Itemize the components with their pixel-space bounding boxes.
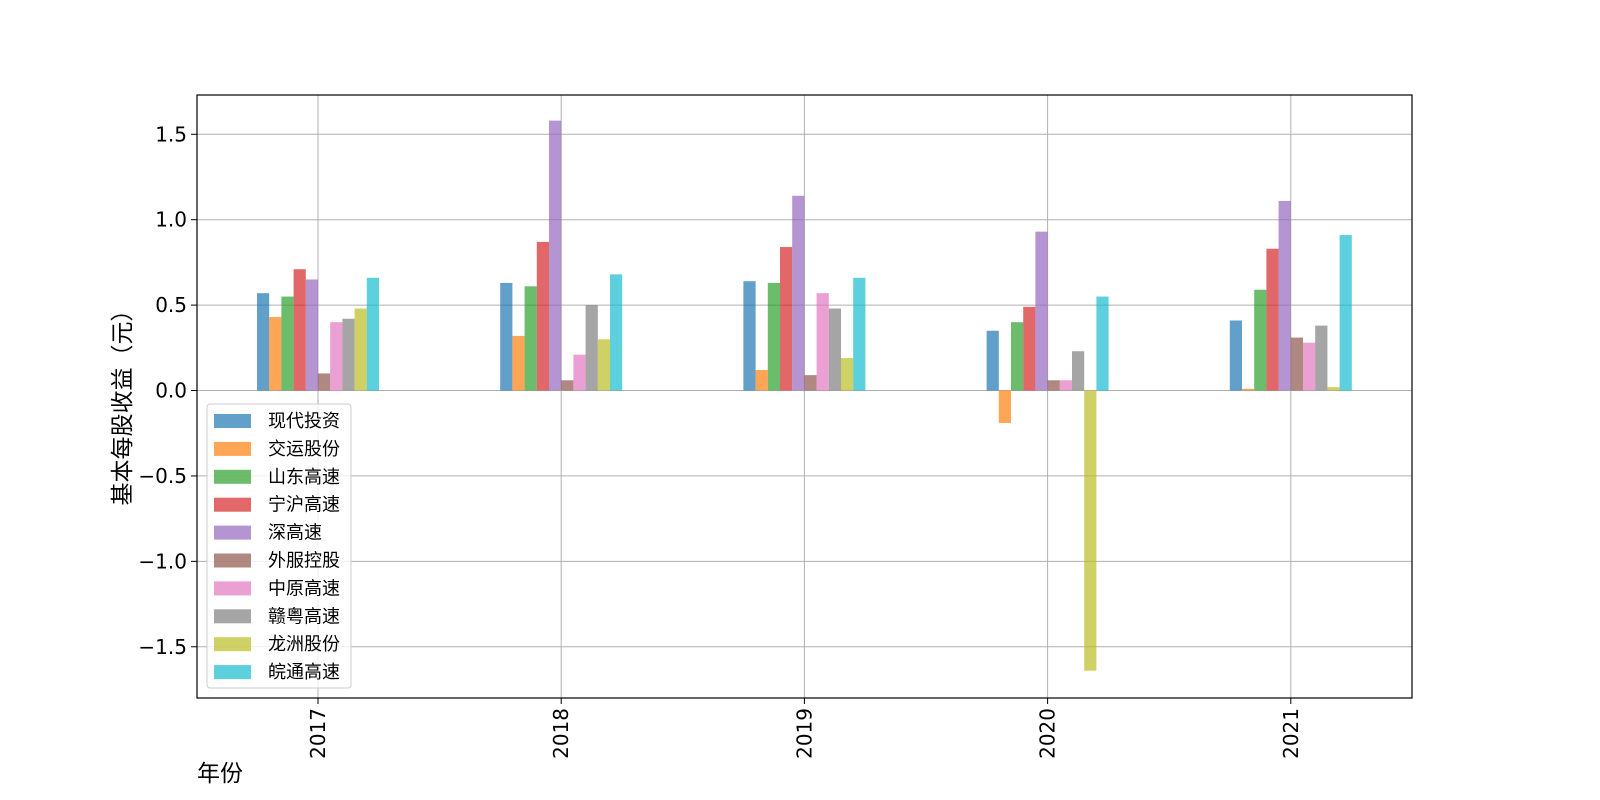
legend-label: 宁沪高速 bbox=[268, 495, 340, 516]
bar bbox=[549, 120, 562, 391]
bar bbox=[1072, 351, 1085, 391]
bar bbox=[330, 322, 343, 391]
legend-swatch bbox=[214, 469, 251, 484]
legend-label: 深高速 bbox=[268, 523, 322, 544]
bar bbox=[597, 339, 610, 391]
bar bbox=[318, 373, 331, 391]
legend-label: 外服控股 bbox=[268, 551, 340, 572]
bar bbox=[536, 241, 549, 391]
bar bbox=[305, 279, 318, 391]
bar bbox=[1290, 337, 1303, 391]
legend-swatch bbox=[214, 441, 251, 456]
bar bbox=[342, 318, 355, 391]
bar bbox=[281, 296, 294, 391]
bar bbox=[998, 390, 1011, 423]
legend-swatch bbox=[214, 497, 251, 512]
bar bbox=[853, 277, 866, 391]
bar bbox=[1096, 296, 1109, 391]
bar bbox=[1303, 342, 1316, 391]
y-tick-label: −1.5 bbox=[138, 635, 187, 659]
y-tick-label: −1.0 bbox=[138, 549, 187, 573]
bar bbox=[257, 293, 270, 391]
legend-label: 皖通高速 bbox=[268, 662, 340, 683]
legend-label: 中原高速 bbox=[268, 578, 340, 599]
bars bbox=[257, 120, 1352, 671]
legend-label: 龙洲股份 bbox=[268, 634, 340, 655]
bar bbox=[1327, 387, 1340, 391]
bar bbox=[780, 247, 793, 391]
bar bbox=[804, 375, 817, 391]
bar bbox=[755, 370, 768, 391]
legend-swatch bbox=[214, 553, 251, 568]
bar bbox=[1339, 235, 1352, 391]
bar bbox=[1278, 200, 1291, 391]
x-tick-label: 2018 bbox=[549, 708, 573, 759]
y-tick-label: 0.0 bbox=[155, 379, 187, 403]
bar bbox=[269, 317, 282, 391]
x-tick-label: 2020 bbox=[1036, 708, 1060, 759]
x-axis-title: 年份 bbox=[197, 761, 243, 787]
bar bbox=[828, 308, 841, 391]
x-tick-label: 2019 bbox=[792, 708, 816, 759]
legend-label: 现代投资 bbox=[268, 411, 340, 432]
x-ticks: 2017 2018 2019 2020 2021 bbox=[306, 698, 1303, 759]
x-tick-label: 2021 bbox=[1279, 708, 1303, 759]
bar bbox=[1084, 390, 1097, 671]
legend-swatch bbox=[214, 525, 251, 540]
bar bbox=[354, 308, 367, 391]
bar bbox=[1059, 380, 1072, 391]
y-tick-label: −0.5 bbox=[138, 464, 187, 488]
bar bbox=[743, 281, 756, 391]
bar bbox=[524, 286, 537, 391]
bar bbox=[366, 277, 379, 391]
bar bbox=[610, 274, 623, 391]
bar bbox=[293, 269, 306, 391]
bar bbox=[1242, 388, 1255, 391]
legend-label: 山东高速 bbox=[268, 467, 340, 488]
bar bbox=[792, 195, 805, 391]
bar bbox=[816, 293, 829, 391]
bar bbox=[512, 335, 525, 391]
bar bbox=[986, 330, 999, 391]
legend-swatch bbox=[214, 414, 251, 428]
bar bbox=[1254, 289, 1267, 391]
y-tick-label: 1.0 bbox=[155, 208, 187, 232]
bar bbox=[585, 305, 598, 391]
legend-swatch bbox=[214, 609, 251, 624]
y-tick-label: 0.5 bbox=[155, 293, 187, 317]
grid bbox=[197, 95, 1412, 698]
legend-label: 赣粤高速 bbox=[268, 606, 340, 627]
y-axis-title: 基本每股收益（元） bbox=[110, 299, 136, 506]
x-tick-label: 2017 bbox=[306, 708, 330, 759]
legend-swatch bbox=[214, 665, 251, 680]
y-tick-label: 1.5 bbox=[155, 122, 187, 146]
bar bbox=[1266, 248, 1279, 391]
bar bbox=[1023, 306, 1036, 391]
bar bbox=[573, 354, 586, 391]
legend-swatch bbox=[214, 637, 251, 652]
bar bbox=[1047, 380, 1060, 391]
y-ticks: −1.5 −1.0 −0.5 0.0 0.5 1.0 1.5 bbox=[138, 122, 197, 659]
legend-label: 交运股份 bbox=[268, 439, 340, 460]
bar bbox=[500, 282, 513, 391]
legend-swatch bbox=[214, 581, 251, 596]
bar bbox=[1315, 325, 1328, 391]
bar bbox=[1011, 322, 1024, 391]
bar bbox=[561, 380, 574, 391]
bar bbox=[1229, 320, 1242, 391]
bar bbox=[767, 282, 780, 391]
bar bbox=[841, 358, 854, 391]
bar bbox=[1035, 231, 1048, 391]
